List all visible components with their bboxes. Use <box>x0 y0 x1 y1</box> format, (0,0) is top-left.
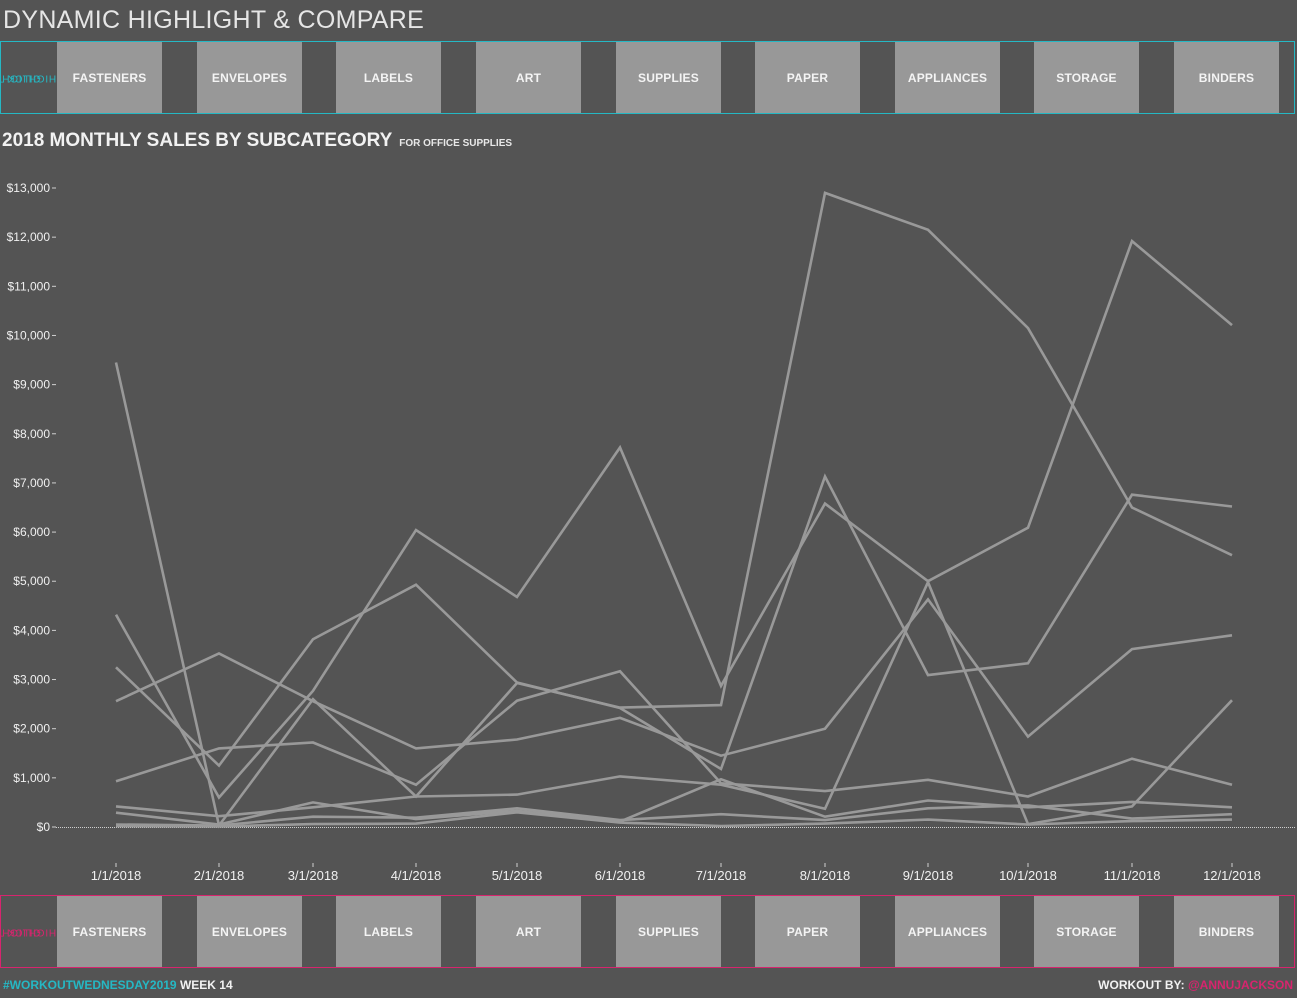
footer-week: WEEK 14 <box>179 978 233 992</box>
bottom-button-supplies[interactable]: SUPPLIES <box>616 896 721 967</box>
y-tick-label: $7,000 <box>13 476 50 490</box>
top-button-fasteners[interactable]: FASTENERS <box>57 42 162 113</box>
y-tick-label: $6,000 <box>13 525 50 539</box>
footer-hashtag-text: #WORKOUTWEDNESDAY2019 <box>3 978 177 992</box>
y-tick-label: $8,000 <box>13 427 50 441</box>
y-tick-label: $1,000 <box>13 771 50 785</box>
footer-credit: WORKOUT BY: @ANNUJACKSON <box>1098 978 1293 992</box>
bottom-button-storage[interactable]: STORAGE <box>1034 896 1139 967</box>
footer-hashtag: #WORKOUTWEDNESDAY2019 WEEK 14 <box>3 978 233 992</box>
x-tick-label: 1/1/2018 <box>91 868 142 883</box>
bottom-button-envelopes[interactable]: ENVELOPES <box>197 896 302 967</box>
x-tick-label: 6/1/2018 <box>595 868 646 883</box>
highlight-bar-top: CLICK TOHIGHLIGHT FASTENERS ENVELOPES LABE… <box>0 41 1295 114</box>
series-line-8[interactable] <box>115 804 1233 827</box>
series-line-3[interactable] <box>115 473 1233 771</box>
series-line-2[interactable] <box>114 238 1233 800</box>
y-tick-label: $3,000 <box>13 673 50 687</box>
series-line-9[interactable] <box>115 810 1233 828</box>
x-tick-label: 11/1/2018 <box>1104 868 1161 883</box>
x-tick-label: 4/1/2018 <box>391 868 442 883</box>
series-line-5[interactable] <box>115 669 1233 798</box>
x-tick-label: 9/1/2018 <box>903 868 954 883</box>
bottom-button-art[interactable]: ART <box>476 896 581 967</box>
top-button-supplies[interactable]: SUPPLIES <box>616 42 721 113</box>
x-tick-label: 10/1/2018 <box>999 868 1057 883</box>
top-button-envelopes[interactable]: ENVELOPES <box>197 42 302 113</box>
highlight-bar-top-label: CLICK TOHIGHLIGHT <box>0 72 57 83</box>
y-tick-label: $9,000 <box>13 378 50 392</box>
bottom-button-paper[interactable]: PAPER <box>755 896 860 967</box>
y-tick-label: $2,000 <box>13 722 50 736</box>
bottom-button-labels[interactable]: LABELS <box>336 896 441 967</box>
top-button-paper[interactable]: PAPER <box>755 42 860 113</box>
chart-title: 2018 MONTHLY SALES BY SUBCATEGORY FOR OF… <box>2 130 512 152</box>
chart-subtitle: FOR OFFICE SUPPLIES <box>399 138 513 149</box>
y-tick-label: $5,000 <box>13 574 50 588</box>
y-tick-label: $10,000 <box>7 328 51 342</box>
top-button-art[interactable]: ART <box>476 42 581 113</box>
series-line-4[interactable] <box>115 597 1233 758</box>
series-line-6[interactable] <box>115 578 1233 826</box>
series-line-1[interactable] <box>114 191 1233 829</box>
highlight-bar-bottom-label: CLICK TOHIGHLIGHT <box>0 926 57 937</box>
footer-handle: @ANNUJACKSON <box>1187 978 1293 992</box>
x-tick-label: 7/1/2018 <box>696 868 747 883</box>
x-tick-label: 3/1/2018 <box>288 868 339 883</box>
top-button-appliances[interactable]: APPLIANCES <box>895 42 1000 113</box>
highlight-bar-bottom: CLICK TOHIGHLIGHT FASTENERS ENVELOPES LABE… <box>0 895 1295 968</box>
page-title: DYNAMIC HIGHLIGHT & COMPARE <box>3 6 425 34</box>
y-tick-label: $12,000 <box>7 230 51 244</box>
bottom-button-binders[interactable]: BINDERS <box>1174 896 1279 967</box>
top-button-labels[interactable]: LABELS <box>336 42 441 113</box>
y-tick-label: $11,000 <box>8 279 51 293</box>
x-tick-label: 5/1/2018 <box>492 868 543 883</box>
top-button-binders[interactable]: BINDERS <box>1174 42 1279 113</box>
y-tick-label: $4,000 <box>13 623 50 637</box>
chart-title-text: 2018 MONTHLY SALES BY SUBCATEGORY <box>2 130 392 151</box>
y-tick-label: $13,000 <box>7 181 51 195</box>
line-chart: $0 $1,000 $2,000 $3,000 $4,000 $5,000 $6,000 $7… <box>7 181 1295 883</box>
x-tick-label: 8/1/2018 <box>800 868 851 883</box>
y-tick-label: $0 <box>37 820 51 834</box>
bottom-button-fasteners[interactable]: FASTENERS <box>57 896 162 967</box>
footer-workout-by: WORKOUT BY: <box>1098 978 1185 992</box>
top-button-storage[interactable]: STORAGE <box>1034 42 1139 113</box>
x-tick-label: 2/1/2018 <box>194 868 245 883</box>
bottom-button-appliances[interactable]: APPLIANCES <box>895 896 1000 967</box>
x-tick-label: 12/1/2018 <box>1203 868 1261 883</box>
